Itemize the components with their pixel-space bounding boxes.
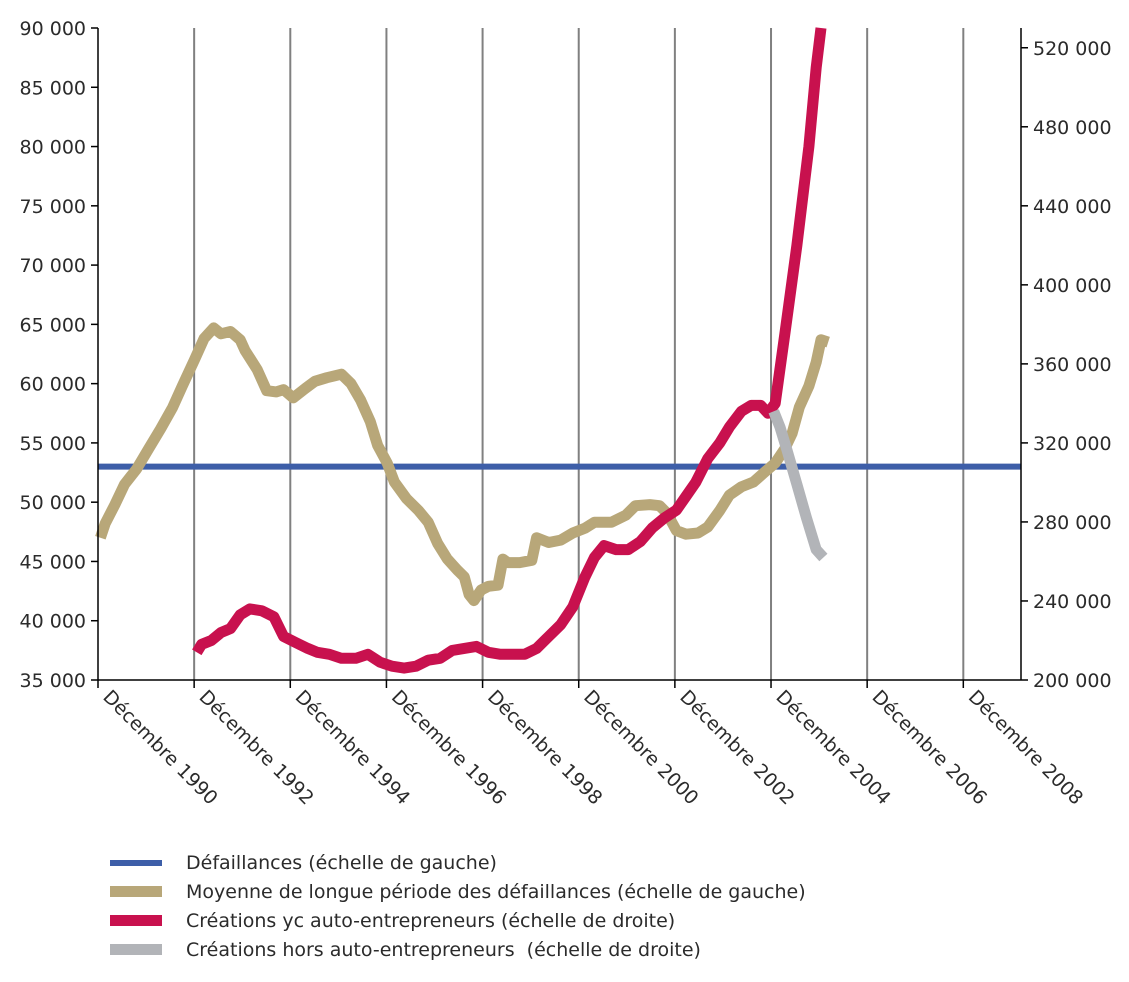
series-lines bbox=[95, 27, 1021, 674]
legend-item: Défaillances (échelle de gauche) bbox=[110, 848, 806, 877]
y-right-tick-label: 520 000 bbox=[1033, 38, 1112, 60]
left-axis-ticks: 35 000 40 000 45 000 50 000 55 000 60 000 65 0… bbox=[20, 18, 98, 692]
series-moyenne-defaillances bbox=[95, 322, 830, 607]
y-right-tick-label: 440 000 bbox=[1033, 196, 1112, 218]
y-right-tick-label: 200 000 bbox=[1033, 670, 1112, 692]
legend-item: Moyenne de longue période des défaillanc… bbox=[110, 877, 806, 906]
y-right-tick-label: 400 000 bbox=[1033, 275, 1112, 297]
right-axis-ticks: 200 000 240 000 280 000 320 000 360 000 400 0… bbox=[1021, 38, 1112, 692]
y-left-tick-label: 45 000 bbox=[20, 551, 86, 573]
y-left-tick-label: 80 000 bbox=[20, 137, 86, 159]
legend-item: Créations yc auto-entrepreneurs (échelle… bbox=[110, 906, 806, 935]
y-right-tick-label: 280 000 bbox=[1033, 512, 1112, 534]
y-left-tick-label: 35 000 bbox=[20, 670, 86, 692]
series-creations-yc-auto-entrepreneurs bbox=[192, 27, 827, 674]
y-left-tick-label: 85 000 bbox=[20, 77, 86, 99]
chart: 35 000 40 000 45 000 50 000 55 000 60 000 65 0… bbox=[20, 18, 1112, 809]
legend-label: Créations hors auto-entrepreneurs (échel… bbox=[186, 938, 701, 961]
legend-swatch-creations-hors bbox=[110, 944, 162, 955]
y-left-tick-label: 55 000 bbox=[20, 433, 86, 455]
legend-label: Créations yc auto-entrepreneurs (échelle… bbox=[186, 909, 676, 932]
y-left-tick-label: 90 000 bbox=[20, 18, 86, 40]
y-right-tick-label: 320 000 bbox=[1033, 433, 1112, 455]
legend-swatch-moyenne bbox=[110, 886, 162, 897]
y-left-tick-label: 60 000 bbox=[20, 374, 86, 396]
series-creations-hors-auto-entrepreneurs bbox=[768, 409, 828, 562]
y-right-tick-label: 480 000 bbox=[1033, 117, 1112, 139]
y-left-tick-label: 70 000 bbox=[20, 255, 86, 277]
legend: Défaillances (échelle de gauche) Moyenne… bbox=[110, 848, 806, 964]
y-left-tick-label: 65 000 bbox=[20, 314, 86, 336]
vertical-gridlines bbox=[193, 28, 965, 680]
legend-label: Défaillances (échelle de gauche) bbox=[186, 851, 497, 874]
legend-swatch-creations-yc bbox=[110, 915, 162, 926]
y-left-tick-label: 40 000 bbox=[20, 611, 86, 633]
y-left-tick-label: 50 000 bbox=[20, 492, 86, 514]
legend-item: Créations hors auto-entrepreneurs (échel… bbox=[110, 935, 806, 964]
y-right-tick-label: 360 000 bbox=[1033, 354, 1112, 376]
legend-swatch-defaillances bbox=[110, 859, 162, 866]
y-right-tick-label: 240 000 bbox=[1033, 591, 1112, 613]
y-left-tick-label: 75 000 bbox=[20, 196, 86, 218]
legend-label: Moyenne de longue période des défaillanc… bbox=[186, 880, 806, 903]
axes bbox=[97, 28, 1022, 681]
